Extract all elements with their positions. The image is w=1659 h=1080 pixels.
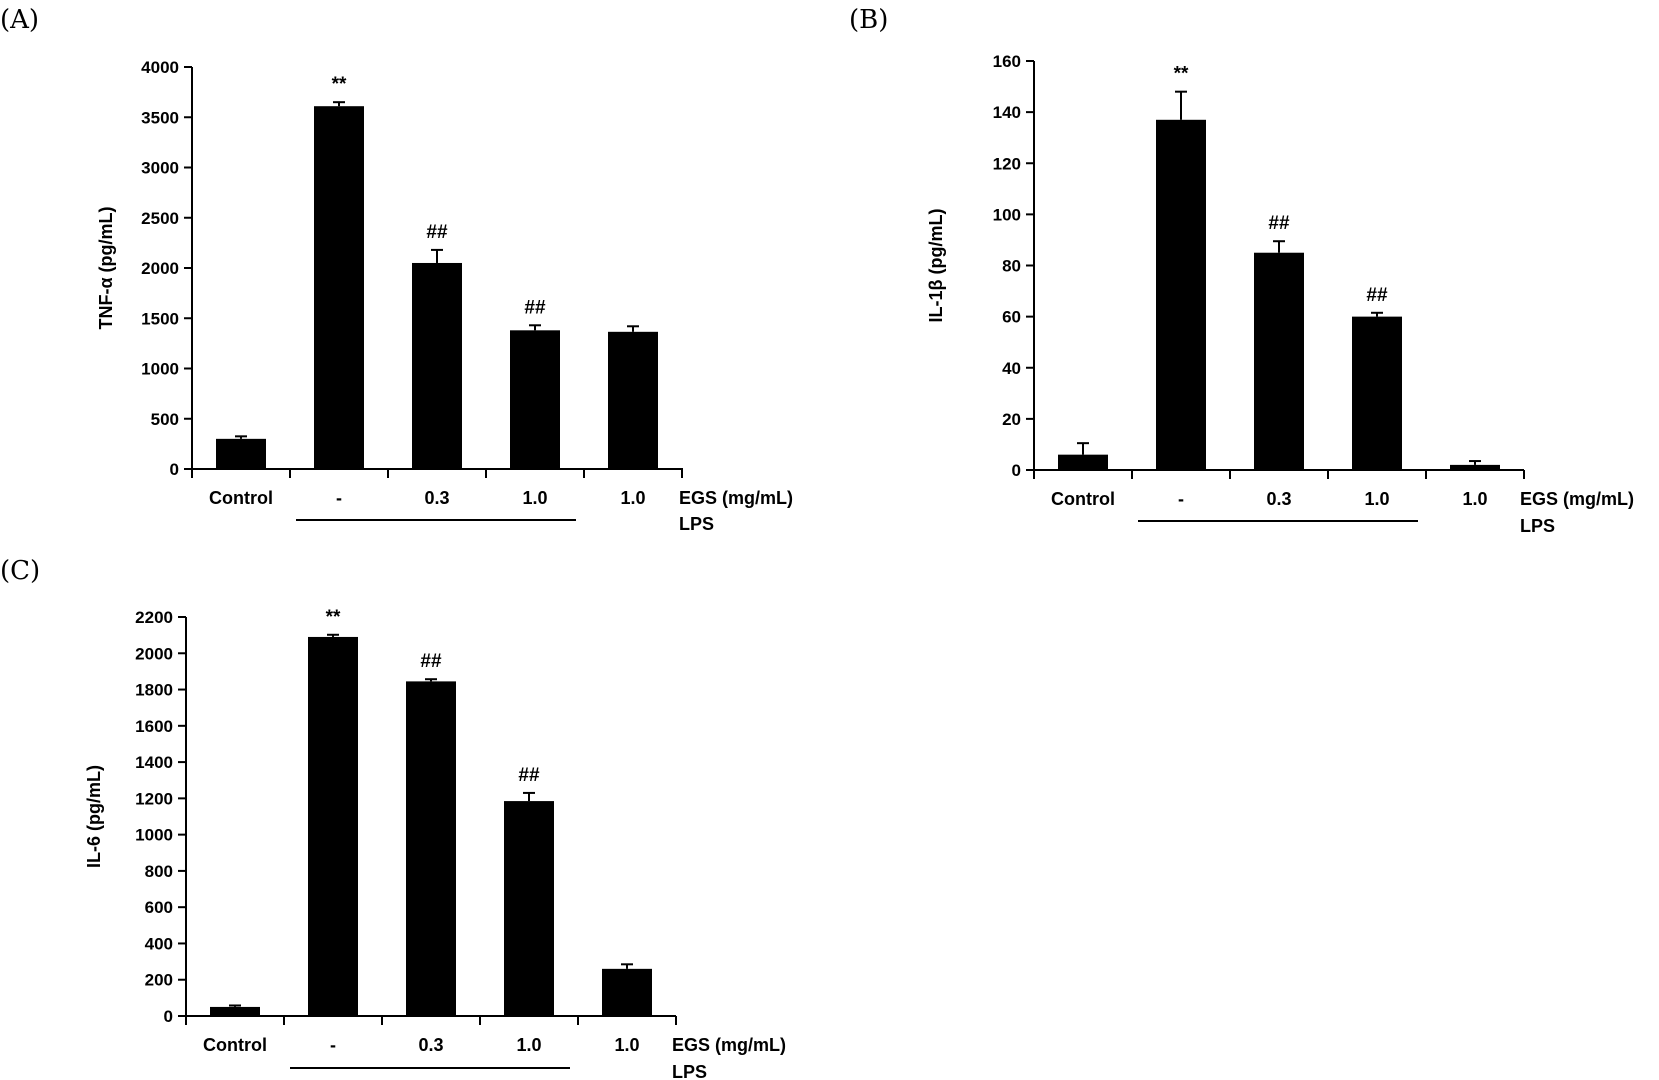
lps-label: LPS [672, 1062, 707, 1080]
y-tick-label: 140 [993, 103, 1021, 122]
y-axis-label: TNF-α (pg/mL) [96, 206, 116, 329]
chart-panel-1: (A) 0 500 1000 1500 2000 2500 3000 3500 4000 TNF-α… [0, 5, 793, 534]
bar [1156, 119, 1206, 470]
y-tick-label: 100 [993, 205, 1021, 224]
x-category-label: 0.3 [424, 488, 449, 508]
bar [1352, 316, 1402, 470]
x-category-label: - [330, 1035, 336, 1055]
x-category-label: 1.0 [1462, 489, 1487, 509]
y-tick-label: 1400 [135, 753, 173, 772]
x-category-label: 1.0 [1364, 489, 1389, 509]
x-category-label: Control [1051, 489, 1115, 509]
x-axis-title: EGS (mg/mL) [1520, 489, 1634, 509]
y-tick-label: 3500 [141, 108, 179, 127]
bar [406, 681, 456, 1016]
y-tick-label: 80 [1002, 257, 1021, 276]
bar [308, 636, 358, 1016]
y-tick-label: 1000 [141, 360, 179, 379]
x-category-label: 1.0 [620, 488, 645, 508]
x-axis-title: EGS (mg/mL) [672, 1035, 786, 1055]
x-axis-title: EGS (mg/mL) [679, 488, 793, 508]
y-tick-label: 1600 [135, 717, 173, 736]
y-tick-label: 1500 [141, 309, 179, 328]
y-axis-label: IL-6 (pg/mL) [84, 765, 104, 868]
y-tick-label: 2200 [135, 608, 173, 627]
y-axis-label: IL-1β (pg/mL) [926, 209, 946, 323]
x-category-label: 1.0 [516, 1035, 541, 1055]
significance-marker: ## [426, 222, 448, 243]
significance-marker: ** [326, 607, 341, 628]
significance-marker: ** [332, 74, 347, 95]
y-tick-label: 1800 [135, 681, 173, 700]
panel-label: (A) [0, 5, 39, 35]
x-category-label: - [1178, 489, 1184, 509]
significance-marker: ## [1268, 213, 1290, 234]
y-tick-label: 600 [145, 898, 173, 917]
x-category-label: 1.0 [614, 1035, 639, 1055]
panel-label: (B) [849, 5, 888, 35]
y-tick-label: 1000 [135, 826, 173, 845]
y-tick-label: 800 [145, 862, 173, 881]
lps-label: LPS [679, 514, 714, 534]
bar [314, 106, 364, 469]
significance-marker: ## [524, 297, 546, 318]
x-category-label: 0.3 [418, 1035, 443, 1055]
y-tick-label: 0 [1012, 461, 1021, 480]
bar [1254, 252, 1304, 470]
y-tick-label: 400 [145, 934, 173, 953]
bar [602, 968, 652, 1016]
significance-marker: ** [1174, 64, 1189, 85]
y-tick-label: 2500 [141, 209, 179, 228]
bar [608, 331, 658, 469]
x-category-label: 0.3 [1266, 489, 1291, 509]
x-category-label: Control [209, 488, 273, 508]
y-tick-label: 120 [993, 154, 1021, 173]
chart-panel-3: (C) 0 200 400 600 800 1000 1200 1400 1600 1800 2000… [0, 556, 786, 1080]
y-tick-label: 0 [164, 1007, 173, 1026]
significance-marker: ## [1366, 285, 1388, 306]
y-tick-label: 4000 [141, 58, 179, 77]
x-category-label: 1.0 [522, 488, 547, 508]
y-tick-label: 0 [170, 460, 179, 479]
y-tick-label: 40 [1002, 359, 1021, 378]
significance-marker: ## [518, 765, 540, 786]
y-tick-label: 3000 [141, 159, 179, 178]
y-tick-label: 500 [151, 410, 179, 429]
bar [1058, 454, 1108, 470]
x-category-label: - [336, 488, 342, 508]
y-tick-label: 60 [1002, 308, 1021, 327]
y-tick-label: 160 [993, 52, 1021, 71]
bar [504, 801, 554, 1016]
significance-marker: ## [420, 651, 442, 672]
bar [216, 438, 266, 469]
y-tick-label: 200 [145, 971, 173, 990]
bar [510, 330, 560, 469]
bar [210, 1006, 260, 1016]
y-tick-label: 2000 [135, 644, 173, 663]
x-category-label: Control [203, 1035, 267, 1055]
panel-label: (C) [0, 556, 40, 586]
y-tick-label: 2000 [141, 259, 179, 278]
y-tick-label: 20 [1002, 410, 1021, 429]
bar [412, 262, 462, 469]
chart-panel-2: (B) 0 20 40 60 80 100 120 140 160 IL-1β (pg/mL) Con… [849, 5, 1634, 536]
bar [1450, 464, 1500, 470]
lps-label: LPS [1520, 516, 1555, 536]
y-tick-label: 1200 [135, 789, 173, 808]
